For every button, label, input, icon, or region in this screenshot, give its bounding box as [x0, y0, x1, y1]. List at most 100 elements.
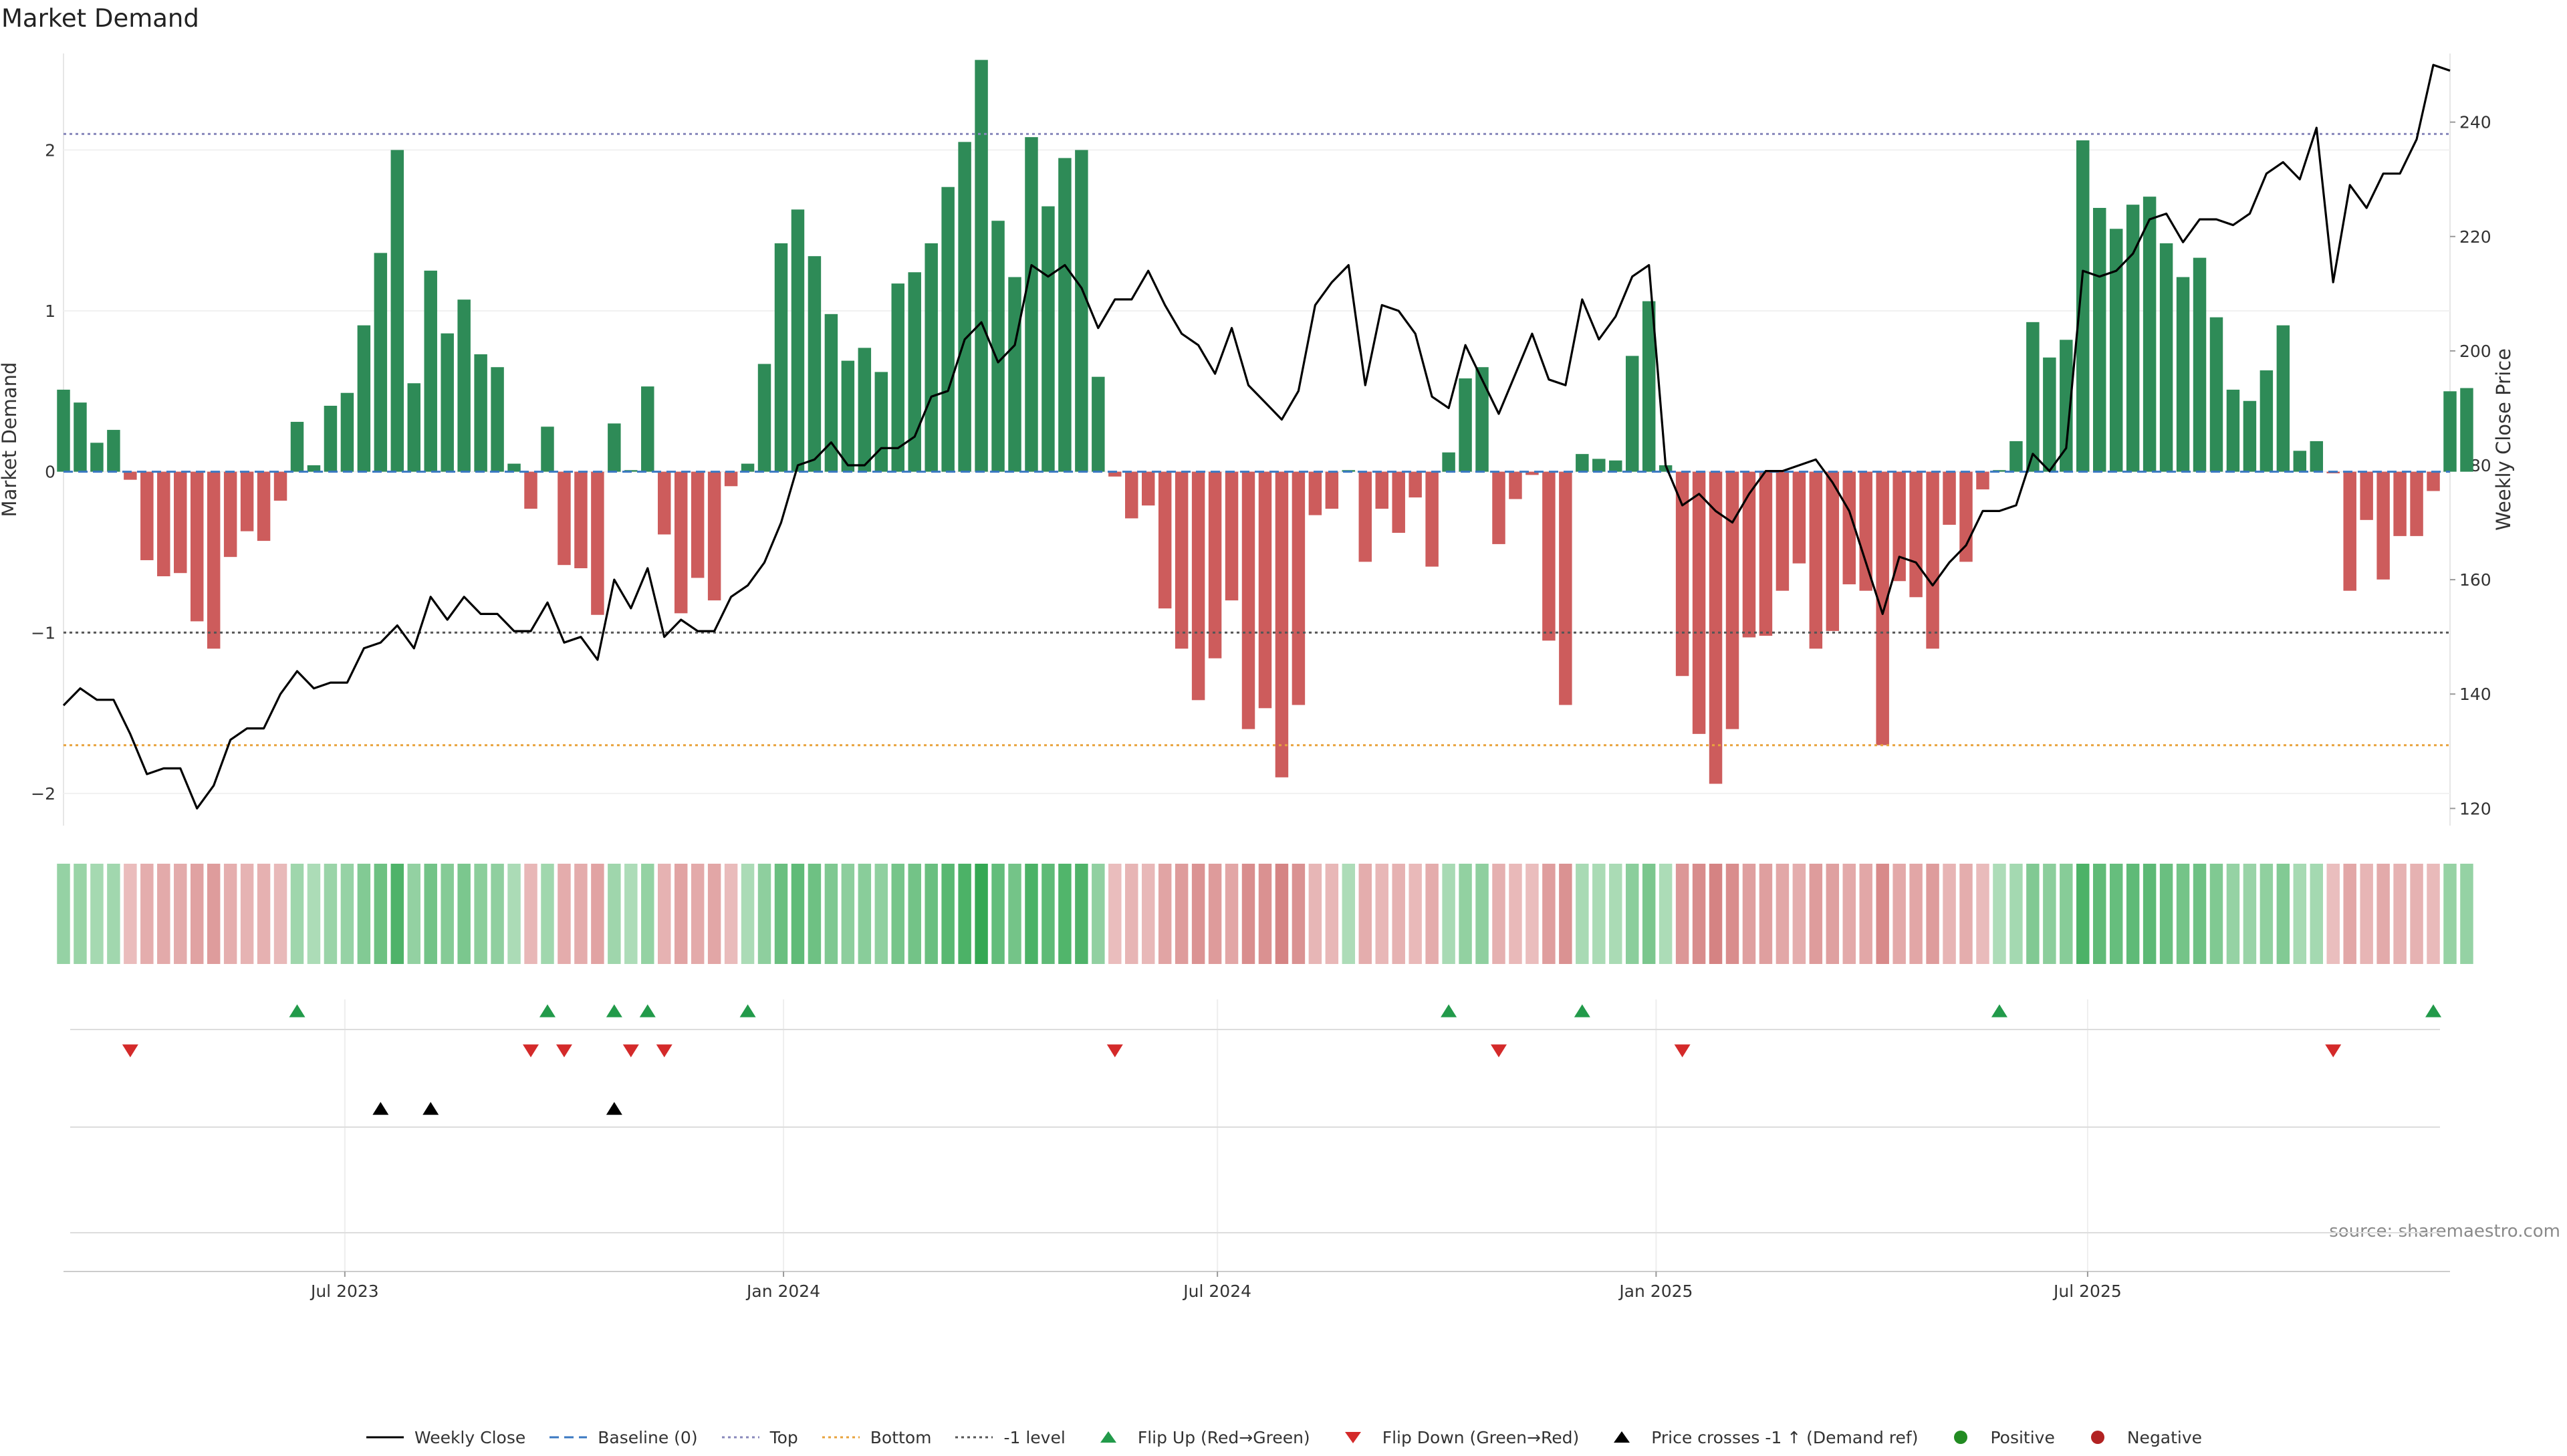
demand-bar [1125, 471, 1138, 519]
demand-bar [2460, 388, 2473, 472]
heat-cell [1826, 864, 1840, 964]
demand-bar [1175, 471, 1189, 649]
heat-cell [1943, 864, 1956, 964]
demand-bar [1776, 471, 1790, 591]
demand-bar [2410, 471, 2423, 536]
legend-swatch [1344, 1432, 1361, 1443]
flip-down-marker [556, 1044, 572, 1058]
demand-bar [2159, 243, 2173, 472]
heat-cell [457, 864, 471, 964]
legend-label: Positive [1990, 1427, 2055, 1447]
demand-bar [541, 427, 554, 472]
legend-swatch [1614, 1431, 1630, 1443]
heat-cell [958, 864, 971, 964]
heat-cell [1759, 864, 1773, 964]
demand-bar [1058, 158, 1072, 472]
heat-cell [574, 864, 588, 964]
legend-item: Negative [2078, 1428, 2202, 1447]
demand-bar [741, 463, 755, 472]
demand-bar [591, 471, 604, 615]
heat-cell [2376, 864, 2390, 964]
flip-up-marker [739, 1004, 756, 1017]
demand-bar [2092, 208, 2106, 472]
heat-cell [1709, 864, 1723, 964]
heat-cell [1191, 864, 1205, 964]
demand-bar [441, 333, 454, 472]
heat-cell [257, 864, 271, 964]
heat-cell [558, 864, 571, 964]
y2-tick-label: 220 [2459, 227, 2491, 247]
legend-item: Top [721, 1428, 798, 1447]
legend-swatch [721, 1436, 759, 1439]
demand-bar [991, 221, 1005, 472]
demand-bar [1008, 277, 1021, 472]
demand-bar [1625, 356, 1639, 472]
heat-cell [2026, 864, 2040, 964]
demand-bar [174, 471, 187, 574]
heat-cell [2326, 864, 2340, 964]
demand-bar [1692, 471, 1706, 734]
heat-cell [1342, 864, 1356, 964]
heat-cell [223, 864, 237, 964]
heat-cell [1742, 864, 1756, 964]
demand-bar [1892, 471, 1906, 582]
x-tick-label: Jan 2025 [1618, 1282, 1693, 1301]
heat-cell [1125, 864, 1138, 964]
y-tick-label: −2 [31, 784, 55, 804]
heat-cell [591, 864, 604, 964]
heat-cell [474, 864, 487, 964]
demand-bar [1308, 471, 1322, 515]
flip-up-marker [1574, 1004, 1590, 1017]
demand-bar [1292, 471, 1306, 705]
flip-up-marker [539, 1004, 556, 1017]
demand-bar [1725, 471, 1739, 729]
flip-down-marker [656, 1044, 673, 1058]
heat-cell [307, 864, 321, 964]
demand-bar [1576, 454, 1589, 472]
heat-cell [991, 864, 1005, 964]
demand-bar [257, 471, 271, 541]
demand-bar [1809, 471, 1823, 649]
heat-cell [908, 864, 921, 964]
flip-up-marker [1441, 1004, 1457, 1017]
demand-bar [1492, 471, 1505, 544]
heat-cell [2293, 864, 2307, 964]
flip-down-marker [523, 1044, 539, 1058]
demand-bar [2043, 357, 2056, 472]
demand-bar [1542, 471, 1556, 641]
legend-item: Positive [1941, 1427, 2055, 1447]
demand-bar [1442, 452, 1455, 472]
price-cross-marker [372, 1102, 389, 1115]
demand-bar [1258, 471, 1272, 709]
demand-bar [1108, 471, 1122, 477]
demand-bar [1425, 471, 1439, 567]
demand-bar [2076, 140, 2090, 472]
heat-cell [1625, 864, 1639, 964]
heat-cell [2060, 864, 2073, 964]
heat-cell [1592, 864, 1606, 964]
heat-cell [107, 864, 120, 964]
heat-cell [941, 864, 955, 964]
demand-bar [1025, 137, 1038, 472]
heat-cell [2276, 864, 2290, 964]
demand-bar [1075, 150, 1088, 472]
heat-cell [124, 864, 137, 964]
heat-cell [1392, 864, 1405, 964]
heat-cell [157, 864, 170, 964]
demand-bar [791, 209, 805, 472]
demand-bar [2276, 325, 2290, 472]
demand-bar [190, 471, 204, 622]
legend-item: Bottom [821, 1428, 931, 1447]
demand-bar [1358, 471, 1372, 562]
heat-cell [1642, 864, 1656, 964]
heat-cell [1092, 864, 1105, 964]
x-tick-label: Jul 2023 [310, 1282, 379, 1301]
legend-label: -1 level [1003, 1427, 1066, 1447]
y2-tick-label: 140 [2459, 685, 2491, 704]
demand-bar [1275, 471, 1289, 777]
demand-bar [1709, 471, 1723, 784]
heat-cell [524, 864, 537, 964]
heat-cell [1692, 864, 1706, 964]
heat-cell [140, 864, 154, 964]
demand-bar [841, 360, 855, 472]
